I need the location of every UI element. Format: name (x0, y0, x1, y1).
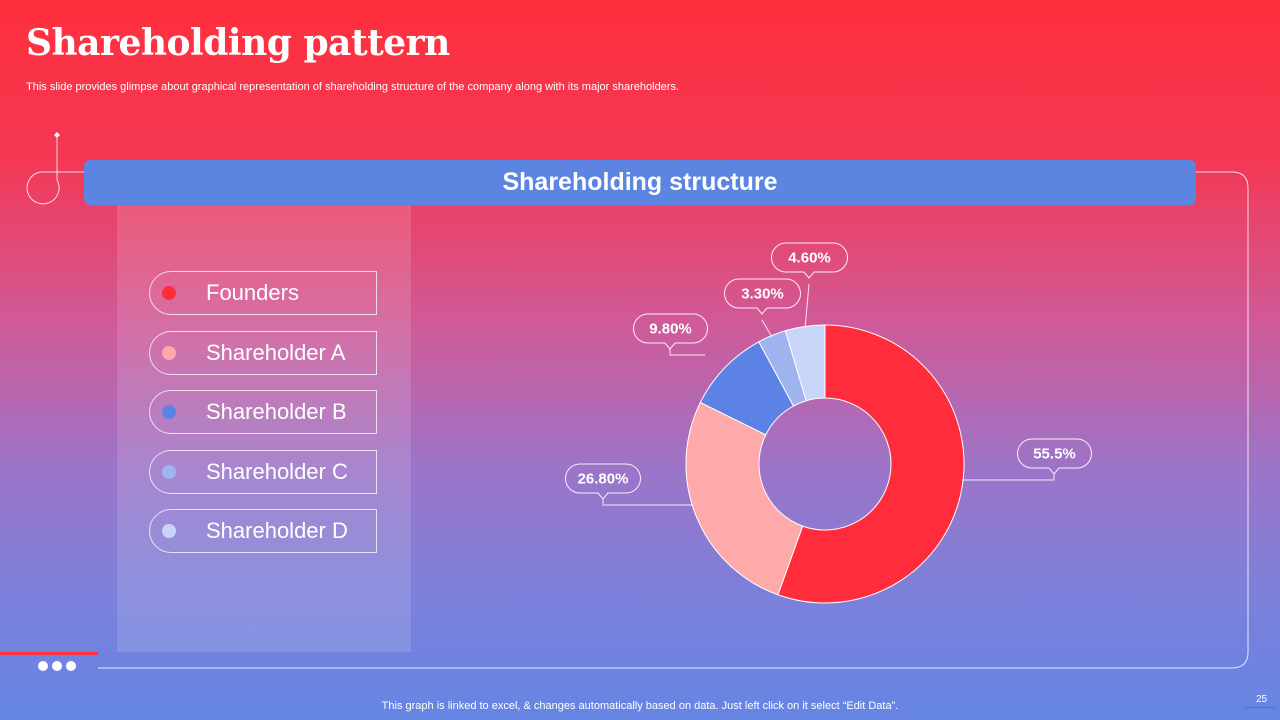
nav-dot (52, 661, 62, 671)
callout-box (771, 242, 848, 279)
legend-swatch-shareholder-b (162, 405, 176, 419)
donut-slice-shareholder-a (685, 401, 804, 596)
page-subtitle: This slide provides glimpse about graphi… (26, 81, 680, 93)
data-label-text: 55.5% (1033, 446, 1076, 463)
data-label-founders: 55.5% (962, 438, 1092, 481)
data-label-shareholder-b: 9.80% (633, 313, 708, 356)
legend-item-shareholder-c: Shareholder C (149, 450, 377, 494)
legend-item-shareholder-a: Shareholder A (149, 331, 377, 375)
leader-line (602, 499, 693, 506)
footer-note: This graph is linked to excel, & changes… (381, 700, 899, 712)
legend-label-shareholder-d: Shareholder D (206, 518, 348, 543)
page-title: Shareholding pattern (26, 22, 450, 64)
nav-dot (38, 661, 48, 671)
page-number-underline (1245, 707, 1275, 708)
data-label-text: 26.80% (578, 471, 629, 488)
leader-line (962, 474, 1055, 481)
donut-slice-shareholder-d (784, 324, 826, 402)
legend-label-shareholder-a: Shareholder A (206, 340, 346, 365)
legend-swatch-shareholder-a (162, 346, 176, 360)
callout-box (1017, 438, 1092, 475)
legend-label-founders: Founders (206, 280, 299, 305)
chart-title: Shareholding structure (502, 168, 778, 196)
legend-item-shareholder-b: Shareholder B (149, 390, 377, 434)
data-label-text: 9.80% (649, 321, 692, 338)
callout-box (633, 313, 708, 350)
legend-item-founders: Founders (149, 271, 377, 315)
page-number: 25 (1256, 694, 1268, 705)
legend-label-shareholder-b: Shareholder B (206, 399, 347, 424)
callout-box (724, 278, 801, 315)
legend-label-shareholder-c: Shareholder C (206, 459, 348, 484)
callout-box (565, 463, 641, 500)
donut-slice-founders (777, 324, 965, 604)
nav-dot (66, 661, 76, 671)
nav-dots (38, 661, 76, 671)
data-label-shareholder-c: 3.30% (724, 278, 801, 338)
data-label-shareholder-a: 26.80% (565, 463, 693, 506)
legend-item-shareholder-d: Shareholder D (149, 509, 377, 553)
legend-swatch-founders (162, 286, 176, 300)
data-label-text: 4.60% (788, 250, 831, 267)
data-label-shareholder-d: 4.60% (771, 242, 848, 330)
accent-bar (0, 652, 98, 655)
legend-swatch-shareholder-d (162, 524, 176, 538)
leader-line (761, 319, 773, 338)
leader-line (669, 349, 705, 356)
data-label-text: 3.30% (741, 286, 784, 303)
legend-swatch-shareholder-c (162, 465, 176, 479)
leader-line (804, 283, 810, 330)
chart-title-banner: Shareholding structure (84, 160, 1196, 205)
